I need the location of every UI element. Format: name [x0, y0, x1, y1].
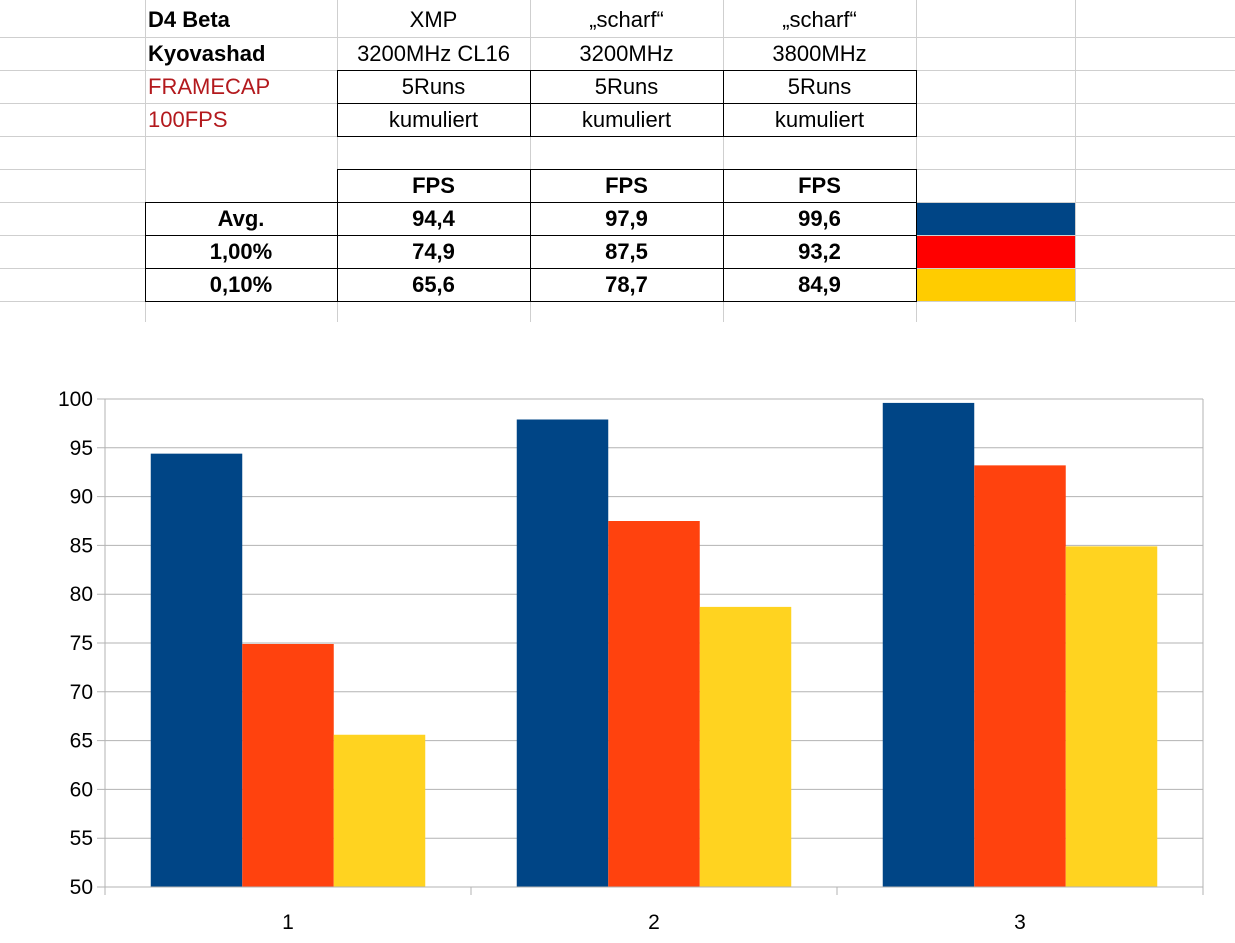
- cell-memory-3[interactable]: 3800MHz: [772, 41, 867, 66]
- cell-border: [145, 202, 917, 203]
- cell-fps-header-3[interactable]: FPS: [798, 173, 841, 198]
- cell-1pct-1[interactable]: 74,9: [412, 239, 455, 264]
- cell-avg-2[interactable]: 97,9: [605, 206, 648, 231]
- y-tick-label: 65: [70, 730, 93, 753]
- cell-profile-1[interactable]: XMP: [409, 7, 458, 32]
- y-tick-label: 50: [70, 876, 93, 899]
- spreadsheet: D4 Beta XMP „scharf“ „scharf“ Kyovashad …: [0, 0, 1235, 322]
- cell-profile-2[interactable]: „scharf“: [589, 7, 664, 32]
- cell-runs-1[interactable]: 5Runs: [401, 74, 466, 99]
- bar-010-cat-2: [699, 606, 792, 887]
- gridline: [1075, 0, 1076, 322]
- y-tick-label: 80: [70, 583, 93, 606]
- cell-mode-1[interactable]: kumuliert: [388, 107, 479, 132]
- cell-border: [337, 103, 917, 104]
- y-tick-label: 60: [70, 778, 93, 801]
- cell-avg-3[interactable]: 99,6: [798, 206, 841, 231]
- color-swatch-01pct[interactable]: [917, 269, 1075, 301]
- chart-tick-labels: 50 55 60 65 70 75 80 85 90 95 100 1 2 3: [58, 388, 1026, 934]
- cell-01pct-3[interactable]: 84,9: [798, 272, 841, 297]
- cell-runs-3[interactable]: 5Runs: [787, 74, 852, 99]
- color-swatch-avg[interactable]: [917, 203, 1075, 235]
- cell-mode-3[interactable]: kumuliert: [774, 107, 865, 132]
- bar-010-cat-3: [1065, 546, 1158, 887]
- cell-1pct-2[interactable]: 87,5: [605, 239, 648, 264]
- cell-row-label-01pct[interactable]: 0,10%: [209, 272, 273, 297]
- x-tick-label: 3: [1014, 911, 1026, 934]
- chart-axes: [104, 399, 1204, 895]
- cell-framecap[interactable]: FRAMECAP: [148, 74, 271, 99]
- cell-border: [145, 169, 337, 170]
- bar-010-cat-1: [333, 734, 426, 887]
- gridline: [0, 37, 1235, 38]
- cell-location[interactable]: Kyovashad: [148, 41, 266, 66]
- y-tick-label: 75: [70, 632, 93, 655]
- bar-avg-cat-1: [150, 453, 243, 887]
- bar-avg-cat-3: [882, 402, 975, 887]
- x-tick-label: 1: [282, 911, 294, 934]
- cell-row-label-1pct[interactable]: 1,00%: [209, 239, 273, 264]
- gridline: [723, 0, 724, 322]
- bar-100-cat-2: [608, 521, 700, 887]
- cell-avg-1[interactable]: 94,4: [412, 206, 455, 231]
- cell-row-label-avg[interactable]: Avg.: [217, 206, 265, 231]
- gridline: [337, 0, 338, 322]
- fps-bar-chart: 50 55 60 65 70 75 80 85 90 95 100 1 2 3: [58, 388, 1204, 934]
- cell-mode-2[interactable]: kumuliert: [581, 107, 672, 132]
- cell-fps-cap[interactable]: 100FPS: [148, 107, 228, 132]
- y-tick-label: 85: [70, 534, 93, 557]
- chart-bars: [150, 402, 1158, 887]
- y-tick-label: 90: [70, 486, 93, 509]
- cell-game[interactable]: D4 Beta: [148, 7, 230, 32]
- cell-memory-1[interactable]: 3200MHz CL16: [357, 41, 510, 66]
- y-tick-label: 55: [70, 827, 93, 850]
- y-tick-label: 70: [70, 681, 93, 704]
- cell-fps-header-2[interactable]: FPS: [605, 173, 648, 198]
- cell-1pct-3[interactable]: 93,2: [798, 239, 841, 264]
- bar-100-cat-3: [974, 465, 1066, 887]
- color-swatch-1pct[interactable]: [917, 236, 1075, 268]
- bar-avg-cat-2: [516, 419, 609, 887]
- cell-01pct-1[interactable]: 65,6: [412, 272, 455, 297]
- bar-100-cat-1: [242, 643, 334, 887]
- cell-border: [145, 268, 917, 269]
- y-tick-label: 100: [58, 388, 93, 411]
- cell-runs-2[interactable]: 5Runs: [594, 74, 659, 99]
- x-tick-label: 2: [648, 911, 660, 934]
- cell-fps-header-1[interactable]: FPS: [412, 173, 455, 198]
- cell-profile-3[interactable]: „scharf“: [782, 7, 857, 32]
- gridline: [530, 0, 531, 322]
- y-tick-label: 95: [70, 437, 93, 460]
- gridline: [145, 0, 146, 322]
- cell-01pct-2[interactable]: 78,7: [605, 272, 648, 297]
- cell-border: [145, 169, 146, 202]
- gridline: [916, 0, 917, 322]
- cell-memory-2[interactable]: 3200MHz: [579, 41, 674, 66]
- cell-border: [145, 235, 917, 236]
